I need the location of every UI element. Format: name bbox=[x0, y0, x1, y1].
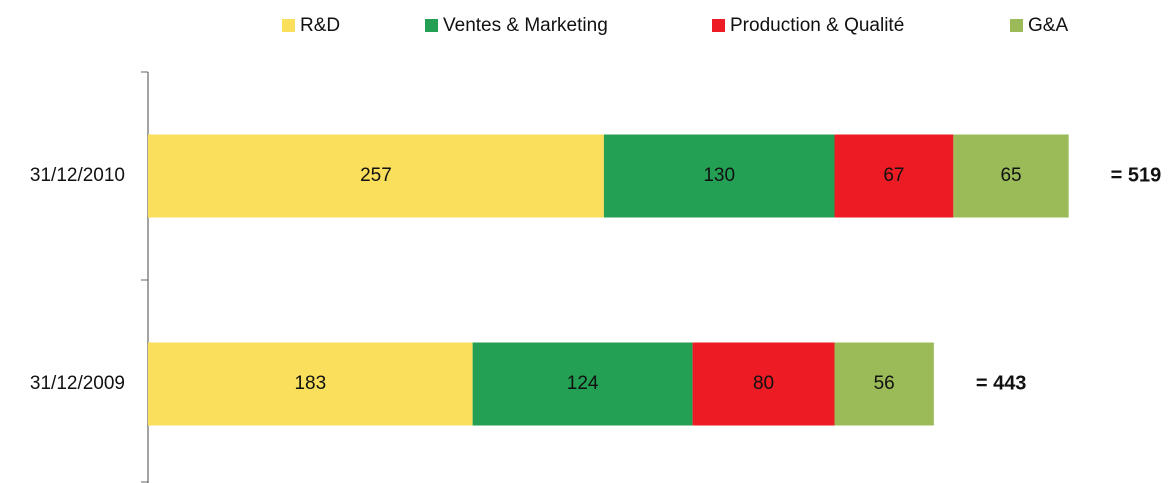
bar-segment bbox=[692, 342, 835, 426]
bar-segment bbox=[834, 342, 934, 426]
value-label: 257 bbox=[360, 165, 392, 186]
legend-label: Production & Qualité bbox=[730, 15, 904, 36]
legend-label: G&A bbox=[1028, 15, 1068, 36]
bar-segment bbox=[953, 134, 1069, 218]
value-label: 67 bbox=[883, 165, 904, 186]
legend-label: Ventes & Marketing bbox=[443, 15, 608, 36]
value-label: 183 bbox=[294, 373, 326, 394]
value-label: 80 bbox=[753, 373, 774, 394]
bar-segment bbox=[148, 134, 604, 218]
value-label: 56 bbox=[874, 373, 895, 394]
value-label: 65 bbox=[1000, 165, 1021, 186]
category-label: 31/12/2009 bbox=[30, 373, 125, 394]
total-label: = 443 bbox=[976, 372, 1027, 394]
bar-segment bbox=[148, 342, 473, 426]
category-label: 31/12/2010 bbox=[30, 165, 125, 186]
bar-segment bbox=[603, 134, 835, 218]
legend-swatch bbox=[712, 19, 725, 32]
bar-segment bbox=[472, 342, 693, 426]
legend-swatch bbox=[1010, 19, 1023, 32]
total-label: = 519 bbox=[1111, 164, 1162, 186]
legend-swatch bbox=[425, 19, 438, 32]
legend-label: R&D bbox=[300, 15, 340, 36]
value-label: 124 bbox=[567, 373, 599, 394]
legend-swatch bbox=[282, 19, 295, 32]
value-label: 130 bbox=[703, 165, 735, 186]
bar-segment bbox=[834, 134, 954, 218]
